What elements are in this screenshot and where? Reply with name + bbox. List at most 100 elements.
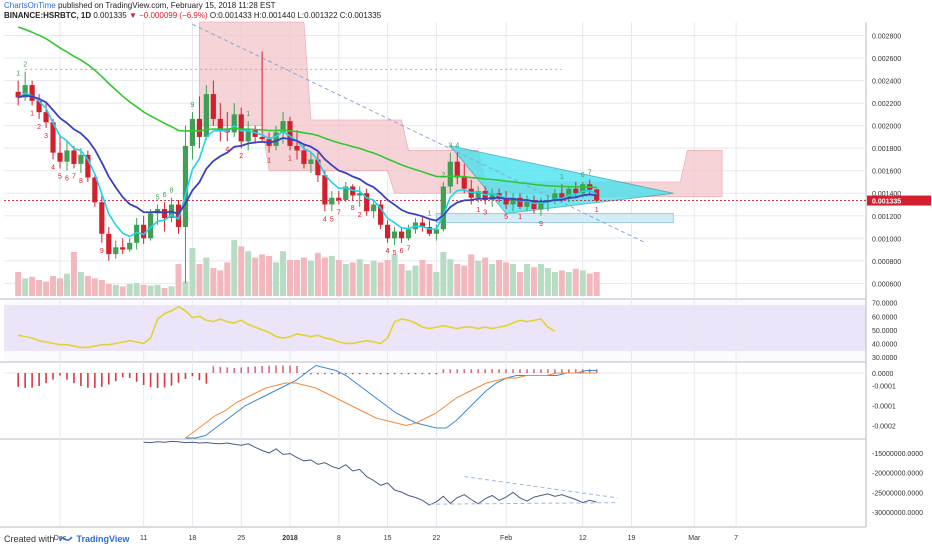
- candle-body: [573, 188, 579, 194]
- macd-histogram-bar: [114, 373, 117, 382]
- td-count-label: 6: [65, 176, 69, 183]
- volume-bar: [217, 270, 224, 296]
- macd-histogram-bar: [45, 373, 47, 384]
- volume-bar: [126, 284, 133, 296]
- macd-histogram-bar: [435, 373, 438, 375]
- obv-tick-label: -15000000.0000: [872, 451, 923, 458]
- macd-histogram-bar: [595, 369, 598, 373]
- volume-bar: [210, 268, 217, 296]
- volume-bar: [447, 259, 454, 296]
- macd-histogram-bar: [324, 373, 326, 375]
- td-count-label: 1: [30, 110, 34, 117]
- price-tick-label: 0.002000: [872, 124, 901, 131]
- ema-slow-line: [17, 26, 597, 189]
- macd-histogram-bar: [456, 369, 459, 373]
- candle-body: [245, 130, 251, 142]
- candle-body: [559, 193, 565, 198]
- rsi-tick-label: 60.0000: [872, 314, 897, 321]
- candle-body: [322, 175, 328, 205]
- volume-bar: [412, 265, 419, 296]
- candle-body: [391, 231, 398, 239]
- volume-bar: [300, 257, 307, 296]
- published-text: published on TradingView.com, February 1…: [57, 1, 276, 10]
- time-tick-label: Feb: [500, 535, 512, 542]
- candle-body: [433, 229, 439, 234]
- macd-histogram-bar: [379, 373, 382, 375]
- candle-body: [538, 202, 544, 210]
- macd-histogram-bar: [212, 366, 215, 373]
- volume-bar: [593, 272, 600, 296]
- volume-bar: [91, 278, 98, 296]
- time-tick-label: 8: [337, 535, 341, 542]
- volume-bar: [377, 262, 384, 296]
- price-tick-label: 0.001400: [872, 191, 901, 198]
- candle-body: [552, 193, 558, 200]
- macd-histogram-bar: [268, 365, 270, 373]
- volume-bar: [273, 262, 280, 296]
- volume-bar: [398, 264, 405, 296]
- candle-body: [531, 199, 537, 210]
- macd-histogram-bar: [386, 373, 389, 375]
- candle-body: [280, 121, 286, 133]
- macd-histogram-bar: [66, 373, 68, 380]
- macd-histogram-bar: [38, 373, 40, 387]
- candle-body: [419, 222, 426, 228]
- price-change: −0.000099 (−6.9%): [139, 11, 208, 20]
- candle-body: [134, 224, 140, 243]
- price-tick-label: 0.002400: [872, 79, 901, 86]
- footer-brand[interactable]: TradingView: [76, 534, 130, 544]
- volume-bar: [293, 260, 300, 296]
- td-count-label: 6: [163, 192, 167, 199]
- volume-bar: [586, 273, 593, 296]
- candle-body: [447, 161, 453, 187]
- macd-histogram-bar: [87, 373, 89, 388]
- macd-histogram-bar: [156, 373, 159, 388]
- macd-histogram-bar: [421, 373, 424, 375]
- candle-body: [287, 121, 293, 146]
- macd-histogram-bar: [80, 373, 82, 387]
- macd-histogram-bar: [540, 369, 542, 373]
- obv-line: [143, 440, 597, 506]
- obv-tick-label: -25000000.0000: [872, 490, 923, 497]
- macd-histogram-bar: [247, 366, 249, 373]
- macd-histogram-bar: [442, 369, 445, 373]
- volume-bar: [245, 251, 252, 296]
- time-tick-label: 25: [237, 535, 245, 542]
- price-tick-label: 0.001800: [872, 146, 901, 153]
- volume-bar: [579, 270, 586, 296]
- symbol-line: BINANCE:HSRBTC, 1D 0.001335 ▼ −0.000099 …: [4, 11, 644, 21]
- td-count-label: 9: [190, 102, 194, 109]
- volume-bar: [22, 278, 29, 296]
- candle-body: [217, 118, 223, 131]
- candle-body: [210, 94, 216, 119]
- created-with-text: Created with: [4, 534, 55, 544]
- price-tick-label: 0.001000: [872, 236, 901, 243]
- candle-body: [308, 159, 314, 164]
- candle-body: [43, 112, 49, 123]
- candle-body: [106, 233, 112, 255]
- volume-bar: [391, 254, 398, 296]
- macd-histogram-bar: [198, 373, 201, 381]
- down-arrow-icon: ▼: [128, 11, 137, 20]
- candle-body: [92, 177, 98, 203]
- candle-body: [475, 190, 481, 198]
- macd-histogram-bar: [233, 367, 236, 373]
- td-count-label: 1: [267, 158, 271, 165]
- macd-histogram-bar: [568, 369, 570, 373]
- time-tick-label: 7: [734, 535, 738, 542]
- time-tick-label: 2018: [282, 535, 298, 542]
- volume-bar: [238, 246, 245, 296]
- last-price: 0.001335: [93, 11, 127, 20]
- symbol-name: BINANCE:HSRBTC, 1D: [4, 11, 92, 20]
- volume-bar: [287, 260, 294, 296]
- tradingview-logo-icon: [58, 536, 73, 542]
- candle-body: [357, 193, 363, 196]
- candle-body: [371, 204, 377, 212]
- time-tick-label: 18: [189, 535, 197, 542]
- publisher-brand[interactable]: ChartsOnTime: [4, 1, 56, 10]
- macd-histogram-bar: [205, 373, 208, 384]
- volume-bar: [154, 284, 161, 296]
- td-count-label: 5: [58, 173, 62, 180]
- price-tick-label: 0.002800: [872, 34, 901, 41]
